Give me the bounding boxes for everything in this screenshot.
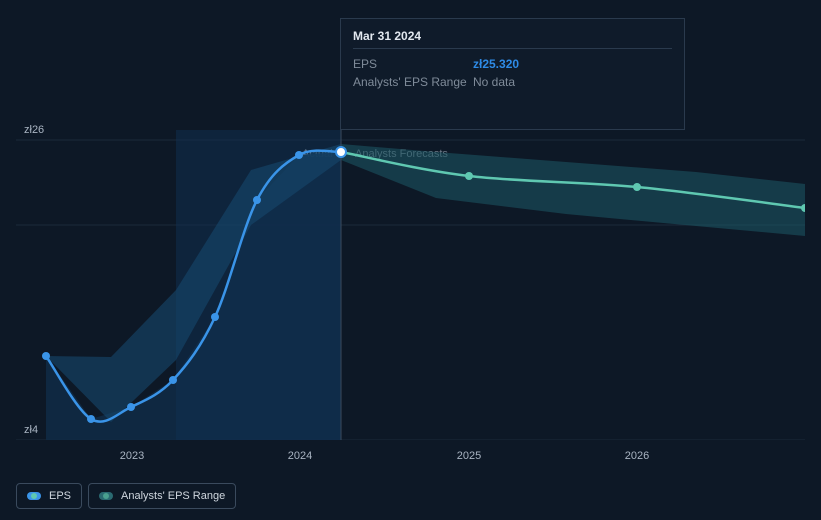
chart[interactable] [16,130,805,440]
legend-label: EPS [49,490,71,502]
legend: EPS Analysts' EPS Range [16,483,236,509]
tooltip-date: Mar 31 2024 [353,29,672,49]
tooltip-value: zł25.320 [473,57,519,71]
chart-tooltip: Mar 31 2024 EPS zł25.320 Analysts' EPS R… [340,18,685,130]
x-axis-label: 2023 [120,450,144,462]
x-axis-label: 2025 [457,450,481,462]
tooltip-key: Analysts' EPS Range [353,75,473,89]
x-axis-label: 2026 [625,450,649,462]
legend-swatch-icon [99,492,113,500]
legend-item-eps[interactable]: EPS [16,483,82,509]
legend-item-range[interactable]: Analysts' EPS Range [88,483,236,509]
tooltip-row-range: Analysts' EPS Range No data [353,73,672,91]
tooltip-key: EPS [353,57,473,71]
tooltip-row-eps: EPS zł25.320 [353,55,672,73]
tooltip-value: No data [473,75,515,89]
legend-label: Analysts' EPS Range [121,490,225,502]
legend-swatch-icon [27,492,41,500]
x-axis-label: 2024 [288,450,312,462]
